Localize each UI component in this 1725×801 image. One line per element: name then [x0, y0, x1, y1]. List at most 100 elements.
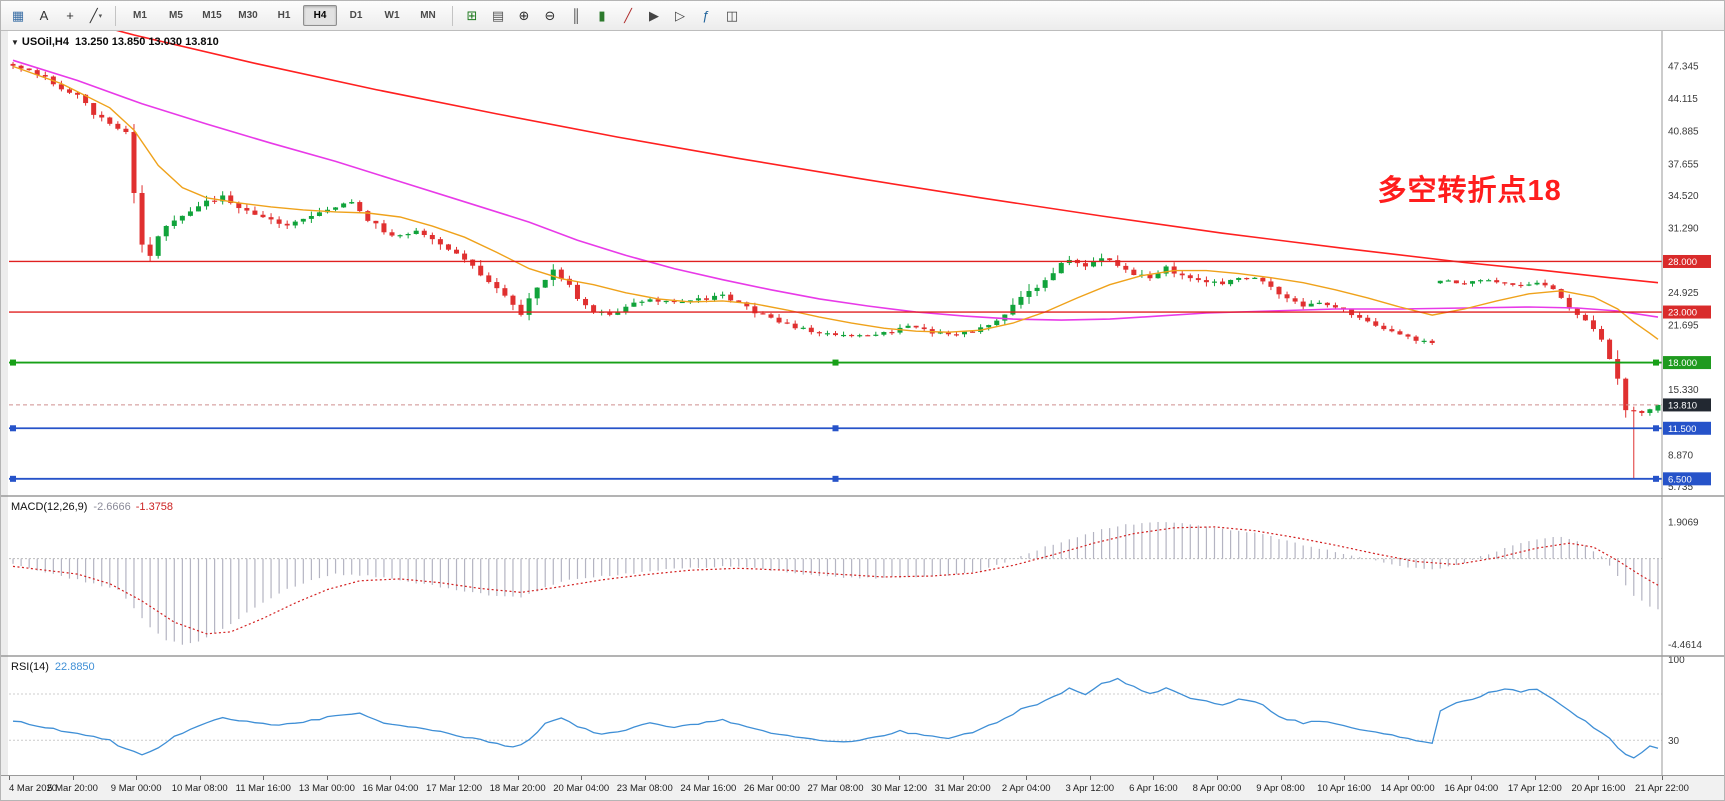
time-tick [1534, 776, 1536, 780]
time-axis[interactable]: 4 Mar 2020 5 Mar 20:00 9 Mar 00:00 10 Mar 0… [1, 775, 1724, 800]
macd-histogram [12, 521, 1659, 645]
time-label: 3 Apr 12:00 [1065, 783, 1115, 794]
zoom-in-button[interactable]: ⊕ [511, 4, 537, 28]
timeframe-button-h4[interactable]: H4 [303, 5, 337, 26]
svg-text:18.000: 18.000 [1668, 358, 1697, 369]
line-handle[interactable] [832, 359, 839, 366]
svg-text:21.695: 21.695 [1668, 321, 1699, 332]
chart-profiles-button[interactable]: ▤ [485, 4, 511, 28]
time-label: 17 Mar 12:00 [426, 783, 483, 794]
chart-title: ▼ USOil,H4 13.250 13.850 13.030 13.810 [11, 36, 219, 48]
svg-text:1.9069: 1.9069 [1668, 517, 1699, 528]
time-tick [899, 776, 901, 780]
time-label: 16 Mar 04:00 [362, 783, 419, 794]
chart-shift-button[interactable]: ▷ [667, 4, 693, 28]
chart-symbol-label: USOil,H4 [21, 36, 69, 48]
zoom-out-icon: ⊖ [544, 7, 556, 23]
time-label: 18 Mar 20:00 [489, 783, 546, 794]
time-tick [708, 776, 710, 780]
time-label: 21 Apr 22:00 [1635, 783, 1689, 794]
text-label-icon: A [39, 8, 49, 23]
time-tick [72, 776, 74, 780]
tile-windows-button[interactable]: ◫ [719, 4, 745, 28]
macd-panel [9, 521, 1662, 645]
main-plot-area[interactable] [9, 31, 1662, 495]
crosshair-button[interactable]: + [57, 4, 83, 28]
ma-long-red [115, 31, 1659, 284]
candlestick-mode-button[interactable]: ▮ [589, 4, 615, 28]
timeframe-button-m1[interactable]: M1 [133, 10, 147, 21]
chart-shift-icon: ▷ [675, 7, 685, 23]
toolbar-separator [452, 5, 453, 26]
bar-chart-mode-icon: ║ [571, 8, 581, 23]
line-handle[interactable] [10, 425, 16, 432]
text-label-button[interactable]: A [31, 4, 57, 28]
draw-tools-button[interactable]: ╱ ▾ [83, 4, 109, 28]
time-label: 6 Apr 16:00 [1129, 783, 1178, 794]
time-tick [136, 776, 138, 780]
time-label: 9 Apr 08:00 [1256, 783, 1305, 794]
chart-dropdown-icon[interactable]: ▼ [11, 38, 19, 47]
time-tick [1407, 776, 1409, 780]
timeframe-button-w1[interactable]: W1 [384, 10, 400, 21]
auto-scroll-button[interactable]: ▶ [641, 4, 667, 28]
line-handle[interactable] [1653, 475, 1659, 482]
time-tick [1153, 776, 1155, 780]
time-label: 23 Mar 08:00 [616, 783, 673, 794]
svg-text:37.655: 37.655 [1668, 159, 1699, 170]
timeframe-button-m15[interactable]: M15 [202, 10, 222, 21]
price-tag [1663, 398, 1711, 412]
price-tag [1663, 356, 1711, 370]
macd-signal-value: -1.3758 [135, 501, 174, 513]
timeframe-button-h1[interactable]: H1 [277, 10, 291, 21]
time-tick [581, 776, 583, 780]
time-label: 16 Apr 04:00 [1444, 783, 1499, 794]
svg-text:34.520: 34.520 [1668, 191, 1699, 202]
svg-text:100: 100 [1668, 655, 1685, 666]
chart-annotation-text: 多空转折点18 [1377, 175, 1562, 207]
line-handle[interactable] [832, 425, 839, 432]
indicators-list-button[interactable]: ƒ [693, 4, 719, 28]
time-label: 20 Mar 04:00 [553, 783, 610, 794]
zoom-out-button[interactable]: ⊖ [537, 4, 563, 28]
timeframe-button-m30[interactable]: M30 [238, 10, 258, 21]
chart-ohlc-values: 13.250 13.850 13.030 13.810 [75, 36, 219, 48]
line-handle[interactable] [1653, 359, 1659, 366]
line-handle[interactable] [832, 475, 839, 482]
line-handle[interactable] [10, 359, 16, 366]
indicators-list-icon: ƒ [702, 8, 710, 23]
line-handle[interactable] [1653, 425, 1659, 432]
timeframe-button-d1[interactable]: D1 [349, 10, 363, 21]
price-tag [1663, 305, 1711, 319]
ma-mid-magenta [12, 59, 1659, 321]
time-tick [1471, 776, 1473, 780]
svg-text:15.330: 15.330 [1668, 385, 1699, 396]
line-chart-mode-icon: ╱ [624, 7, 632, 23]
draw-tools-dropdown-icon[interactable]: ▾ [98, 12, 103, 20]
new-chart-button[interactable]: ⊞ [459, 4, 485, 28]
crosshair-icon: + [66, 8, 74, 23]
time-tick [390, 776, 392, 780]
time-tick [9, 776, 10, 780]
time-label: 10 Mar 08:00 [171, 783, 228, 794]
svg-text:13.810: 13.810 [1668, 400, 1697, 411]
chart-profiles-icon: ▤ [491, 7, 505, 23]
line-handle[interactable] [10, 475, 16, 482]
ma-fast-orange [12, 65, 1659, 340]
time-tick [454, 776, 456, 780]
timeframe-button-mn[interactable]: MN [420, 10, 436, 21]
time-label: 10 Apr 16:00 [1317, 783, 1372, 794]
line-chart-mode-button[interactable]: ╱ [615, 4, 641, 28]
charts-grid-button[interactable]: ▦ [5, 4, 31, 28]
rsi-value: 22.8850 [54, 661, 95, 673]
timeframe-button-m5[interactable]: M5 [169, 10, 183, 21]
bar-chart-mode-button[interactable]: ║ [563, 4, 589, 28]
toolbar-right-group: ⊞ ▤ ⊕ ⊖ ║ ▮ ╱ ▶ ▷ ƒ ◫ [459, 4, 745, 28]
rsi-name: RSI(14) [11, 661, 49, 673]
time-tick [1280, 776, 1282, 780]
chart-canvas[interactable]: 47.345 44.115 40.885 37.655 34.520 31.290 24.9… [1, 31, 1725, 801]
time-label: 26 Mar 00:00 [743, 783, 800, 794]
time-tick [1089, 776, 1091, 780]
zoom-in-icon: ⊕ [518, 7, 530, 23]
toolbar: ▦ A + ╱ ▾ M1 M5 M15 M30 H1 H4 D1 W1 MN ⊞ ▤ ⊕ ⊖ ║ ▮ ╱ ▶ ▷ ƒ ◫ [1, 1, 1724, 31]
